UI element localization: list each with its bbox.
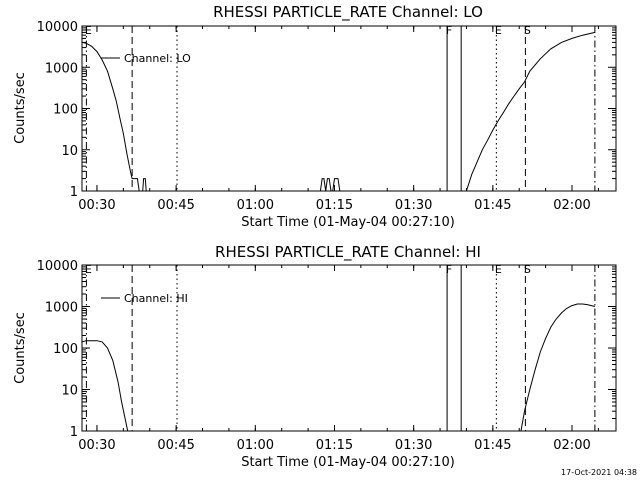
data-series-line	[520, 303, 596, 432]
y-tick-label: 100	[53, 342, 78, 357]
marker-label: E	[495, 263, 502, 276]
marker-label: E	[85, 263, 92, 276]
x-tick-label: 02:00	[553, 438, 590, 453]
panel-hi: RHESSI PARTICLE_RATE Channel: HI Counts/…	[13, 243, 617, 470]
x-tick-label: 00:30	[78, 198, 115, 213]
y-tick-label: 1000	[45, 61, 78, 76]
chart-title: RHESSI PARTICLE_RATE Channel: HI	[215, 243, 481, 262]
plot-frame	[81, 25, 617, 192]
x-tick-label: 02:00	[553, 198, 590, 213]
y-axis-label: Counts/sec	[13, 72, 28, 144]
y-tick-label: 10000	[37, 259, 78, 274]
legend-label: Channel: HI	[124, 292, 188, 305]
marker-label: E	[85, 24, 92, 37]
marker-label: S	[524, 24, 531, 37]
marker-label: F	[446, 24, 452, 37]
x-tick-label: 01:00	[237, 198, 274, 213]
data-series-line	[319, 178, 341, 192]
x-tick-label: 01:15	[316, 438, 353, 453]
marker-label: S	[524, 263, 531, 276]
data-series-line	[81, 41, 147, 192]
x-tick-label: 00:30	[78, 438, 115, 453]
x-tick-label: 00:45	[157, 438, 194, 453]
x-tick-label: 01:15	[316, 198, 353, 213]
marker-label: F	[446, 263, 452, 276]
y-tick-label: 100	[53, 103, 78, 118]
x-tick-label: 00:45	[157, 198, 194, 213]
panel-lo: RHESSI PARTICLE_RATE Channel: LO Counts/…	[13, 3, 617, 230]
y-tick-label: 10	[61, 384, 78, 399]
x-tick-label: 01:30	[395, 438, 432, 453]
x-tick-label: 01:45	[474, 198, 511, 213]
y-tick-label: 1000	[45, 301, 78, 316]
data-series-line	[81, 340, 129, 432]
data-series-line	[465, 31, 596, 192]
plot-frame	[81, 264, 617, 432]
x-axis-label: Start Time (01-May-04 00:27:10)	[241, 215, 455, 230]
footer-timestamp: 17-Oct-2021 04:38	[561, 468, 637, 477]
marker-label: E	[495, 24, 502, 37]
y-tick-label: 10	[61, 144, 78, 159]
y-axis-label: Counts/sec	[13, 312, 28, 384]
chart-title: RHESSI PARTICLE_RATE Channel: LO	[213, 3, 483, 22]
y-tick-label: 1	[70, 425, 78, 440]
legend-label: Channel: LO	[124, 52, 191, 65]
x-tick-label: 01:00	[237, 438, 274, 453]
y-tick-label: 10000	[37, 20, 78, 35]
x-tick-label: 01:45	[474, 438, 511, 453]
x-tick-label: 01:30	[395, 198, 432, 213]
x-axis-label: Start Time (01-May-04 00:27:10)	[241, 455, 455, 470]
y-tick-label: 1	[70, 185, 78, 200]
